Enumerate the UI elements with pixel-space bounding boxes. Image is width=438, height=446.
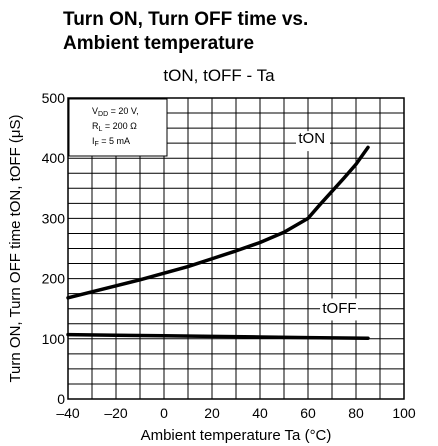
conditions-text: VDD = 20 V, RL = 200 Ω IF = 5 mA <box>92 106 139 148</box>
curve-label-ton: tON <box>298 130 325 147</box>
condition-line: RL = 200 Ω <box>92 121 137 133</box>
y-axis-label: Turn ON, Turn OFF time tON, tOFF (μS) <box>7 114 24 382</box>
x-tick-label: 100 <box>392 405 416 421</box>
x-tick-label: 60 <box>300 405 316 421</box>
chart-title-line2: Ambient temperature <box>63 33 255 54</box>
curve-label-ton-bg <box>296 131 330 152</box>
y-tick-label: 400 <box>42 150 66 166</box>
series-line-toff <box>66 332 370 340</box>
condition-line: IF = 5 mA <box>92 136 130 148</box>
plot-frame <box>67 97 405 400</box>
x-tick-label: –40 <box>56 405 80 421</box>
x-tick-label: 80 <box>348 405 364 421</box>
x-tick-label: 20 <box>204 405 220 421</box>
y-tick-label: 0 <box>57 391 65 407</box>
y-tick-label: 300 <box>42 210 66 226</box>
series-lines <box>66 145 370 340</box>
x-tick-label: 40 <box>252 405 268 421</box>
curve-label-toff: tOFF <box>322 300 356 317</box>
x-tick-label: –20 <box>104 405 128 421</box>
chart-title: Turn ON, Turn OFF time vs. Ambient tempe… <box>63 8 308 56</box>
x-tick-label: 0 <box>160 405 168 421</box>
series-line-ton <box>66 145 370 300</box>
tick-labels: –40 –20 0 20 40 60 80 100 0 100 200 300 400 500 <box>42 90 416 421</box>
y-tick-label: 500 <box>42 90 66 106</box>
grid <box>67 97 405 400</box>
chart-title-line1: Turn ON, Turn OFF time vs. <box>63 9 309 30</box>
conditions-box <box>68 98 168 157</box>
x-axis-label: Ambient temperature Ta (°C) <box>141 427 332 444</box>
condition-line: VDD = 20 V, <box>92 106 139 118</box>
axis-labels: tON tOFF Ambient temperature Ta (°C) Turn O… <box>7 114 358 444</box>
curve-label-toff-bg <box>320 298 358 321</box>
y-tick-label: 100 <box>42 331 66 347</box>
y-tick-label: 200 <box>42 271 66 287</box>
chart-subtitle: tON, tOFF - Ta <box>163 66 275 85</box>
